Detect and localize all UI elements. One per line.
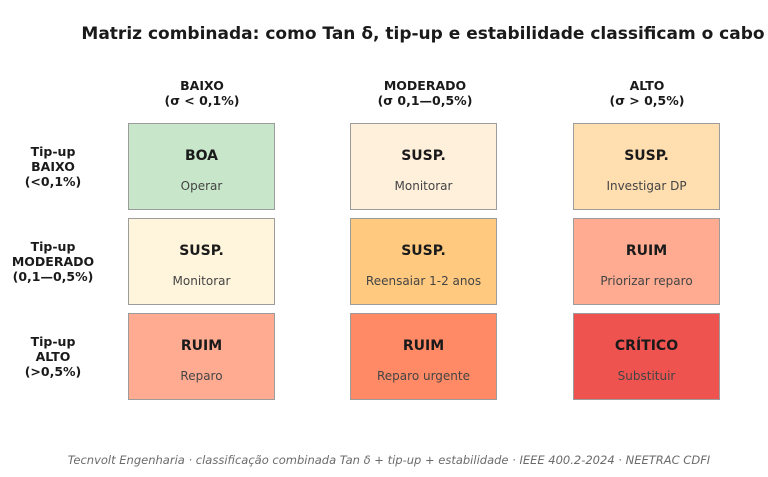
matrix-cell: RUIM Priorizar reparo <box>573 218 720 305</box>
row-header-line: (0,1—0,5%) <box>12 269 94 284</box>
column-header-range: (σ 0,1—0,5%) <box>377 93 473 108</box>
matrix-cell: RUIM Reparo <box>128 313 275 400</box>
column-header-alto: ALTO (σ > 0,5%) <box>567 78 727 108</box>
cell-action: Reparo urgente <box>377 369 470 383</box>
cell-action: Reensaiar 1-2 anos <box>365 274 482 288</box>
row-header-line: Tip-up <box>30 334 76 349</box>
row-header-line: Tip-up <box>30 239 76 254</box>
cell-classification: RUIM <box>402 338 445 354</box>
cell-classification: CRÍTICO <box>614 338 679 354</box>
cell-action: Operar <box>180 179 223 193</box>
row-header-alto: Tip-up ALTO (>0,5%) <box>0 334 106 379</box>
cell-classification: SUSP. <box>401 148 446 164</box>
chart-title: Matriz combinada: como Tan δ, tip-up e e… <box>81 24 765 44</box>
matrix-cell: SUSP. Monitorar <box>350 123 497 210</box>
row-header-line: ALTO <box>35 349 71 364</box>
matrix-cell: CRÍTICO Substituir <box>573 313 720 400</box>
matrix-cell: SUSP. Reensaiar 1-2 anos <box>350 218 497 305</box>
cell-action: Priorizar reparo <box>600 274 693 288</box>
row-header-baixo: Tip-up BAIXO (<0,1%) <box>0 144 106 189</box>
row-header-line: (>0,5%) <box>24 364 82 379</box>
column-header-baixo: BAIXO (σ < 0,1%) <box>122 78 282 108</box>
footer-note: Tecnvolt Engenharia · classificação comb… <box>67 453 711 467</box>
row-header-moderado: Tip-up MODERADO (0,1—0,5%) <box>0 239 106 284</box>
row-header-line: Tip-up <box>30 144 76 159</box>
cell-classification: BOA <box>184 148 219 164</box>
matrix-cell: BOA Operar <box>128 123 275 210</box>
cell-action: Investigar DP <box>606 179 687 193</box>
row-header-line: (<0,1%) <box>24 174 82 189</box>
cell-classification: SUSP. <box>401 243 446 259</box>
column-header-label: ALTO <box>629 78 665 93</box>
cell-action: Substituir <box>617 369 676 383</box>
cell-classification: RUIM <box>625 243 668 259</box>
column-header-range: (σ > 0,5%) <box>609 93 685 108</box>
cell-action: Reparo <box>180 369 223 383</box>
cell-classification: SUSP. <box>624 148 669 164</box>
column-header-label: MODERADO <box>383 78 467 93</box>
matrix-cell: SUSP. Monitorar <box>128 218 275 305</box>
column-header-moderado: MODERADO (σ 0,1—0,5%) <box>345 78 505 108</box>
cell-classification: SUSP. <box>179 243 224 259</box>
cell-action: Monitorar <box>172 274 231 288</box>
matrix-cell: SUSP. Investigar DP <box>573 123 720 210</box>
column-header-range: (σ < 0,1%) <box>164 93 240 108</box>
cell-action: Monitorar <box>394 179 453 193</box>
cell-classification: RUIM <box>180 338 223 354</box>
matrix-cell: RUIM Reparo urgente <box>350 313 497 400</box>
column-header-label: BAIXO <box>180 78 224 93</box>
row-header-line: BAIXO <box>31 159 75 174</box>
row-header-line: MODERADO <box>11 254 95 269</box>
